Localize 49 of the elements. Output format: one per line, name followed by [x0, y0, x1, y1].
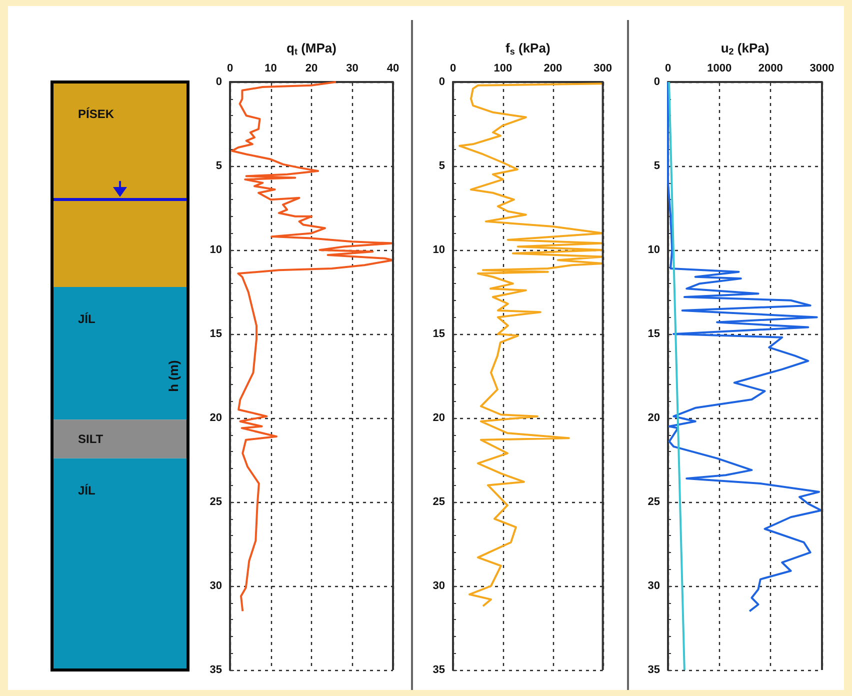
- y-tick-label: 0: [216, 76, 222, 88]
- x-tick-label: 100: [494, 62, 512, 74]
- series-label: JÍL: [78, 312, 96, 326]
- x-tick-label: 40: [386, 62, 400, 74]
- y-tick-label: 10: [648, 244, 660, 256]
- x-tick-label: 30: [346, 62, 358, 74]
- y-tick-label: 30: [210, 580, 222, 592]
- y-tick-label: 25: [648, 496, 660, 508]
- y-tick-label: 30: [648, 580, 660, 592]
- y-tick-label: 10: [210, 244, 222, 256]
- y-tick-label: 5: [654, 160, 660, 172]
- line-series: [458, 82, 604, 608]
- y-tick-label: 20: [432, 412, 445, 424]
- line-series: [667, 81, 822, 612]
- y-tick-label: 15: [648, 328, 660, 340]
- y-tick-label: 0: [654, 76, 660, 88]
- x-tick-label: 2000: [758, 62, 783, 74]
- x-tick-label: 300: [594, 62, 612, 74]
- bar: [52, 420, 188, 458]
- y-tick-label: 25: [432, 496, 445, 508]
- x-tick-label: 1000: [707, 62, 732, 74]
- x-tick-label: 200: [544, 62, 562, 74]
- x-tick-label: 0: [450, 62, 456, 74]
- x-tick-label: 20: [305, 62, 318, 74]
- y-tick-label: 35: [432, 664, 445, 676]
- y-tick-label: 25: [210, 496, 222, 508]
- y-tick-label: 15: [210, 328, 222, 340]
- y-tick-label: 35: [210, 664, 222, 676]
- y-tick-label: 15: [432, 328, 445, 340]
- y-axis-title: h (m): [166, 360, 181, 392]
- bar: [52, 458, 188, 670]
- y-tick-label: 30: [432, 580, 445, 592]
- y-tick-label: 20: [210, 412, 222, 424]
- line-series: [231, 81, 394, 612]
- x-tick-label: 0: [664, 62, 672, 74]
- y-tick-label: 0: [438, 76, 445, 88]
- bar: [52, 286, 188, 420]
- bar: [52, 82, 188, 287]
- y-tick-label: 35: [648, 664, 660, 676]
- x-tick-label: 10: [264, 62, 277, 74]
- y-tick-label: 5: [216, 160, 222, 172]
- series-label: PÍSEK: [78, 107, 114, 121]
- y-tick-label: 20: [648, 412, 660, 424]
- series-label: JÍL: [78, 483, 96, 498]
- x-tick-label: 0: [226, 62, 234, 74]
- x-tick-label: 3000: [810, 62, 834, 74]
- series-label: SILT: [78, 432, 104, 446]
- y-tick-label: 5: [438, 160, 445, 172]
- y-tick-label: 10: [432, 244, 445, 256]
